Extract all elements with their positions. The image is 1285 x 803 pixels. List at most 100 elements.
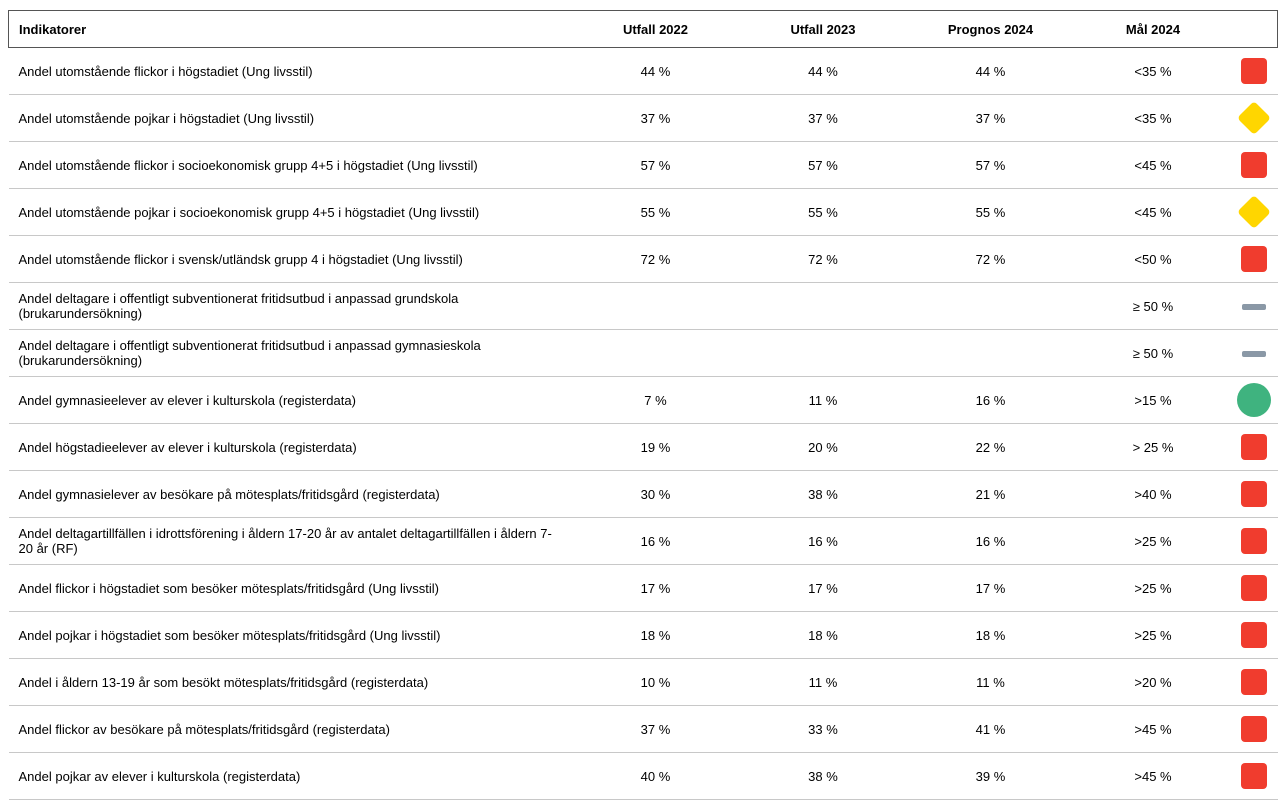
value-cell: 37 % [740, 94, 906, 142]
indicator-cell: Andel gymnasieelever av elever i kulturs… [8, 376, 571, 424]
table-row: Andel utomstående flickor i socioekonomi… [8, 141, 1278, 189]
status-icon [1237, 195, 1271, 229]
value-cell: 21 % [905, 470, 1076, 518]
value-cell: 16 % [570, 517, 741, 565]
status-cell [1230, 470, 1278, 518]
value-cell: >25 % [1075, 611, 1231, 659]
value-cell: 18 % [740, 611, 906, 659]
value-cell: 17 % [740, 564, 906, 612]
status-cell [1230, 47, 1278, 95]
table-row: Andel pojkar i högstadiet som besöker mö… [8, 611, 1278, 659]
table-row: Andel utomstående pojkar i högstadiet (U… [8, 94, 1278, 142]
table-row: Andel deltagartillfällen i idrottsföreni… [8, 517, 1278, 565]
value-cell: 55 % [740, 188, 906, 236]
value-cell: 40 % [570, 752, 741, 800]
value-cell: 57 % [905, 141, 1076, 189]
table-row: Andel utomstående pojkar i socioekonomis… [8, 188, 1278, 236]
status-cell [1230, 282, 1278, 330]
header-cell: Indikatorer [8, 10, 571, 48]
status-cell [1230, 188, 1278, 236]
indicator-cell: Andel utomstående pojkar i socioekonomis… [8, 188, 571, 236]
header-row: Indikatorer Utfall 2022 Utfall 2023 Prog… [8, 10, 1278, 48]
value-cell: >15 % [1075, 376, 1231, 424]
value-cell: 38 % [740, 752, 906, 800]
table-row: Andel gymnasielever av besökare på mötes… [8, 470, 1278, 518]
value-cell: 16 % [905, 376, 1076, 424]
indicator-cell: Andel pojkar i högstadiet som besöker mö… [8, 611, 571, 659]
status-icon [1241, 246, 1267, 272]
indicator-cell: Andel flickor av besökare på mötesplats/… [8, 705, 571, 753]
value-cell: 7 % [570, 376, 741, 424]
status-cell [1230, 376, 1278, 424]
value-cell: >45 % [1075, 752, 1231, 800]
value-cell: 18 % [570, 611, 741, 659]
status-cell [1230, 94, 1278, 142]
table-row: Andel flickor i högstadiet som besöker m… [8, 564, 1278, 612]
value-cell: 37 % [570, 705, 741, 753]
header-cell: Mål 2024 [1075, 10, 1231, 48]
value-cell: <50 % [1075, 235, 1231, 283]
value-cell: 16 % [740, 517, 906, 565]
table-row: Andel deltagare i offentligt subventione… [8, 329, 1278, 377]
value-cell [740, 282, 906, 330]
value-cell: 39 % [905, 752, 1076, 800]
value-cell: 44 % [740, 47, 906, 95]
value-cell: 44 % [570, 47, 741, 95]
status-icon [1241, 669, 1267, 695]
indicator-cell: Andel gymnasielever av besökare på mötes… [8, 470, 571, 518]
value-cell: 55 % [570, 188, 741, 236]
indicator-cell: Andel utomstående flickor i svensk/utlän… [8, 235, 571, 283]
value-cell: 16 % [905, 517, 1076, 565]
value-cell [905, 282, 1076, 330]
value-cell: >45 % [1075, 705, 1231, 753]
value-cell: >20 % [1075, 658, 1231, 706]
value-cell: <35 % [1075, 94, 1231, 142]
status-icon [1241, 58, 1267, 84]
status-icon [1242, 351, 1266, 358]
table-row: Andel flickor av besökare på mötesplats/… [8, 705, 1278, 753]
value-cell: 11 % [905, 658, 1076, 706]
indicator-cell: Andel deltagartillfällen i idrottsföreni… [8, 517, 571, 565]
value-cell: 72 % [740, 235, 906, 283]
header-cell: Prognos 2024 [905, 10, 1076, 48]
value-cell: >25 % [1075, 564, 1231, 612]
status-icon [1237, 101, 1271, 135]
value-cell: 11 % [740, 658, 906, 706]
indicator-cell: Andel deltagare i offentligt subventione… [8, 282, 571, 330]
status-icon [1237, 383, 1271, 417]
indicator-table: Indikatorer Utfall 2022 Utfall 2023 Prog… [8, 10, 1278, 800]
value-cell: 30 % [570, 470, 741, 518]
header-cell [1230, 10, 1278, 48]
value-cell: 37 % [905, 94, 1076, 142]
table-row: Andel pojkar av elever i kulturskola (re… [8, 752, 1278, 800]
value-cell: 20 % [740, 423, 906, 471]
value-cell [905, 329, 1076, 377]
value-cell: 17 % [570, 564, 741, 612]
status-cell [1230, 752, 1278, 800]
status-icon [1241, 528, 1267, 554]
table-body: Andel utomstående flickor i högstadiet (… [8, 47, 1278, 800]
value-cell: 18 % [905, 611, 1076, 659]
indicator-cell: Andel högstadieelever av elever i kultur… [8, 423, 571, 471]
table-row: Andel utomstående flickor i svensk/utlän… [8, 235, 1278, 283]
status-icon [1241, 434, 1267, 460]
value-cell: 72 % [570, 235, 741, 283]
value-cell: 44 % [905, 47, 1076, 95]
value-cell: 17 % [905, 564, 1076, 612]
value-cell [740, 329, 906, 377]
value-cell: 55 % [905, 188, 1076, 236]
value-cell: <35 % [1075, 47, 1231, 95]
status-cell [1230, 423, 1278, 471]
table-row: Andel utomstående flickor i högstadiet (… [8, 47, 1278, 95]
value-cell: <45 % [1075, 188, 1231, 236]
indicator-cell: Andel utomstående flickor i socioekonomi… [8, 141, 571, 189]
status-icon [1242, 304, 1266, 311]
status-cell [1230, 611, 1278, 659]
status-cell [1230, 705, 1278, 753]
indicator-cell: Andel pojkar av elever i kulturskola (re… [8, 752, 571, 800]
header-cell: Utfall 2023 [740, 10, 906, 48]
value-cell: 41 % [905, 705, 1076, 753]
value-cell: 11 % [740, 376, 906, 424]
status-icon [1241, 152, 1267, 178]
table-row: Andel högstadieelever av elever i kultur… [8, 423, 1278, 471]
